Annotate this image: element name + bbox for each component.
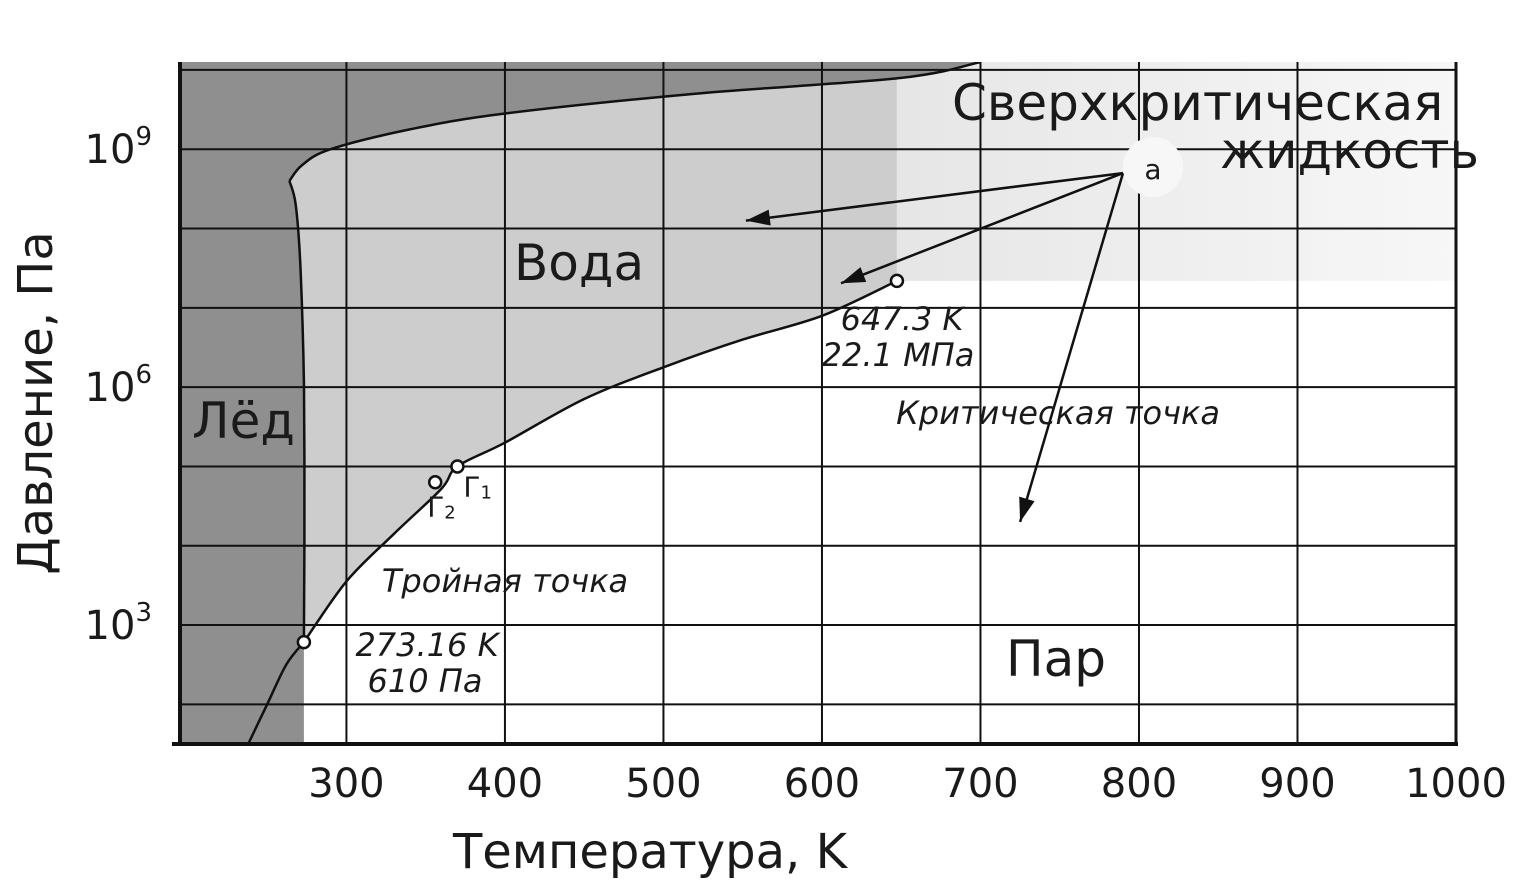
point-g1 [450, 459, 465, 474]
x-tick-label: 1000 [1405, 761, 1507, 807]
arrow-head [1019, 496, 1035, 522]
x-tick-labels: 300 400 500 600 700 800 900 1000 [308, 761, 1507, 807]
point-g2 [427, 475, 443, 490]
triple-point-label: Тройная точка [382, 562, 628, 600]
ice-boundary-curve [288, 62, 981, 182]
arrow-head [745, 209, 771, 226]
arrow-line [1018, 172, 1125, 523]
region-label-ice: Лёд [192, 392, 295, 450]
x-tick-label: 600 [784, 761, 860, 807]
x-tick-label: 900 [1259, 761, 1335, 807]
triple-temperature: 273.16 K [355, 626, 501, 664]
marker-circle [1122, 137, 1183, 198]
triple-pressure: 610 Па [368, 662, 483, 700]
critical-temperature: 647.3 K [841, 300, 967, 338]
melting-curve [288, 180, 306, 643]
arrow-head [840, 267, 867, 284]
x-tick-label: 500 [625, 761, 701, 807]
vaporization-curve [302, 279, 898, 643]
region-label-supercritical-2: жидкость [1220, 122, 1479, 180]
x-tick-label: 400 [467, 761, 543, 807]
region-label-vapor: Пар [1006, 630, 1106, 688]
y-tick-label: 103 [85, 598, 152, 649]
x-tick-label: 800 [1101, 761, 1177, 807]
point-label-g1: Г1 [463, 470, 492, 503]
critical-point-label: Критическая точка [896, 394, 1220, 432]
x-tick-label: 700 [942, 761, 1018, 807]
y-tick-label: 106 [85, 360, 152, 411]
region-label-water: Вода [514, 234, 644, 292]
arrow-line [840, 171, 1124, 285]
marker-label: a [1144, 153, 1161, 186]
arrows [745, 171, 1125, 523]
grid [180, 62, 1456, 744]
critical-pressure: 22.1 МПа [822, 336, 975, 374]
point-label-g2: Г2 [427, 490, 456, 523]
sublimation-curve [247, 641, 305, 744]
region-label-supercritical-1: Сверхкритическая [952, 74, 1443, 132]
y-tick-labels: 103 106 109 [85, 122, 152, 649]
x-axis-title: Температура, K [452, 824, 849, 880]
point-triple [296, 634, 312, 650]
y-axis-title: Давление, Па [8, 231, 64, 575]
arrow-line [745, 171, 1124, 222]
axes [172, 62, 1458, 746]
point-critical [889, 273, 905, 289]
x-tick-label: 300 [308, 761, 384, 807]
region-water [178, 62, 897, 744]
y-tick-label: 109 [85, 122, 152, 173]
region-ice [178, 62, 981, 744]
